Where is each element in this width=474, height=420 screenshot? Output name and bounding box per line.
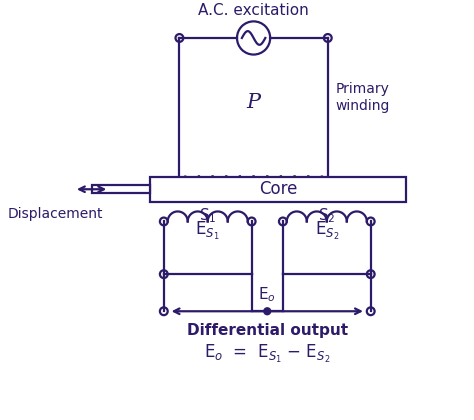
Text: E$_o$  =  E$_{S_1}$ − E$_{S_2}$: E$_o$ = E$_{S_1}$ − E$_{S_2}$ <box>204 342 330 365</box>
Text: P: P <box>246 93 261 112</box>
Text: E$_{S_2}$: E$_{S_2}$ <box>315 220 339 242</box>
Text: E$_{S_1}$: E$_{S_1}$ <box>195 220 220 242</box>
Text: S$_2$: S$_2$ <box>318 206 336 225</box>
Text: Differential output: Differential output <box>187 323 348 338</box>
Text: Displacement: Displacement <box>8 207 103 221</box>
Text: Core: Core <box>259 180 297 198</box>
Circle shape <box>264 308 271 315</box>
Text: A.C. excitation: A.C. excitation <box>198 3 309 18</box>
Bar <box>91 185 150 193</box>
Text: S$_1$: S$_1$ <box>199 206 217 225</box>
Text: E$_o$: E$_o$ <box>258 286 276 304</box>
Text: Primary
winding: Primary winding <box>336 82 390 113</box>
Bar <box>150 176 406 202</box>
